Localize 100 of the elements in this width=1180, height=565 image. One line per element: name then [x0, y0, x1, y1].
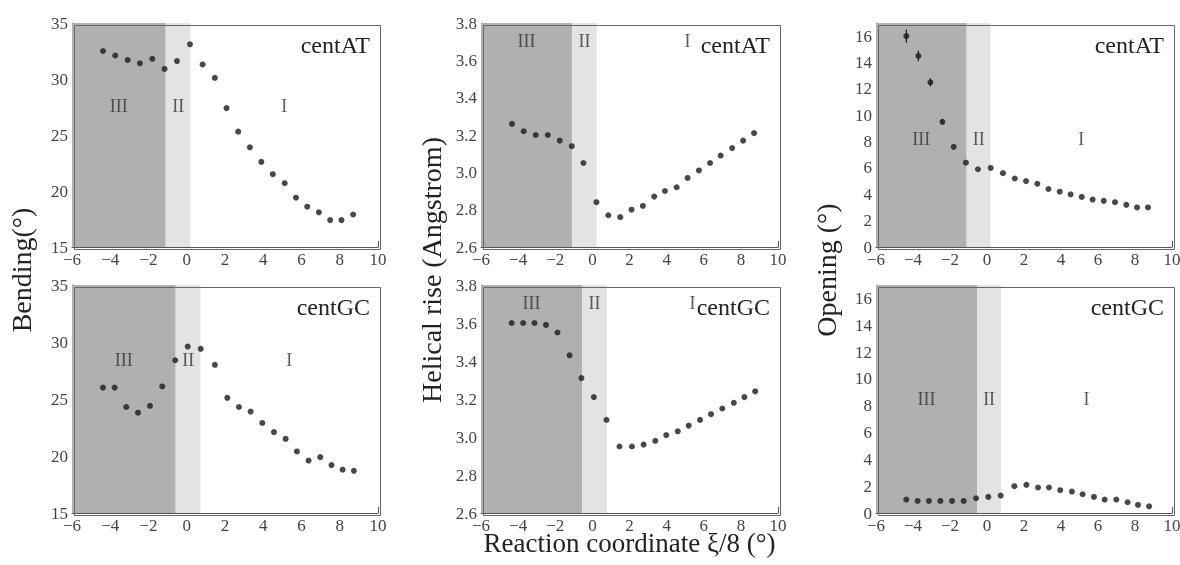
point	[1134, 501, 1141, 508]
point	[973, 495, 980, 502]
point	[673, 184, 680, 191]
point	[1089, 196, 1096, 203]
y-tick-label: 30	[51, 332, 68, 352]
y-tick-label: 14	[855, 53, 873, 73]
band-label: III	[517, 30, 536, 51]
y-tick-label: 4	[863, 184, 873, 204]
x-tick-label: 6	[297, 250, 306, 269]
y-tick-label: 6	[863, 158, 872, 178]
point	[605, 212, 612, 219]
point	[136, 60, 143, 67]
point	[1078, 193, 1085, 200]
point	[1045, 484, 1052, 491]
point	[270, 429, 277, 436]
x-tick-label: 0	[182, 250, 191, 269]
point	[578, 375, 585, 382]
point	[259, 419, 266, 426]
x-tick-label: 2	[625, 250, 634, 269]
band-label: III	[522, 293, 541, 314]
point	[741, 394, 748, 401]
x-tick-label: 10	[1163, 516, 1180, 535]
point	[695, 167, 702, 174]
point	[134, 409, 141, 416]
point	[1035, 484, 1042, 491]
band-label: II	[983, 389, 996, 409]
point	[937, 497, 944, 504]
x-tick-label: 6	[1093, 250, 1103, 269]
point	[566, 352, 573, 359]
x-tick-label: 6	[699, 250, 708, 269]
point	[1056, 188, 1063, 195]
point	[1011, 483, 1018, 490]
y-axis-title: Opening (°)	[811, 203, 843, 337]
y-tick-label: 15	[51, 503, 68, 523]
point	[554, 329, 561, 336]
y-tick-label: 16	[855, 26, 872, 46]
x-tick-label: −4	[903, 516, 923, 535]
point	[1100, 197, 1107, 204]
y-tick-label: 3.6	[455, 50, 477, 70]
x-tick-label: −4	[509, 516, 528, 535]
x-tick-label: 8	[1130, 250, 1140, 269]
x-tick-label: 2	[1019, 250, 1029, 269]
point	[1023, 178, 1030, 185]
point	[708, 411, 714, 418]
x-tick-label: 0	[982, 516, 992, 535]
y-tick-label: 3.8	[455, 275, 477, 295]
y-tick-label: 20	[51, 446, 68, 466]
x-tick-label: −2	[940, 516, 960, 535]
point	[112, 52, 119, 59]
point	[1101, 496, 1108, 503]
point	[1124, 499, 1131, 506]
x-tick-label: −2	[940, 250, 960, 269]
x-tick-label: 10	[769, 250, 787, 269]
point	[149, 55, 156, 62]
x-tick-label: 2	[220, 250, 230, 269]
y-tick-label: 3.2	[455, 125, 477, 145]
point	[508, 320, 515, 326]
x-tick-label: 6	[699, 516, 708, 535]
point	[617, 214, 624, 221]
y-tick-label: 3.0	[455, 427, 477, 447]
point	[751, 130, 758, 137]
point	[174, 58, 180, 65]
x-tick-label: 8	[1130, 516, 1140, 535]
point	[111, 384, 118, 391]
point	[556, 137, 563, 144]
point	[707, 160, 714, 166]
point	[590, 394, 597, 401]
point	[282, 435, 289, 442]
point	[246, 144, 253, 151]
band-label: III	[917, 389, 936, 409]
point	[987, 164, 994, 171]
point	[651, 193, 658, 200]
point	[350, 211, 357, 218]
point	[1034, 180, 1041, 187]
point	[717, 152, 724, 159]
y-tick-label: 4	[863, 449, 873, 469]
annotation: centGC	[1090, 294, 1164, 320]
band-label: III	[109, 95, 128, 116]
point	[542, 321, 549, 328]
y-axis-title: Helical rise (Angstrom)	[416, 137, 448, 403]
band-label: I	[281, 95, 288, 116]
point	[914, 497, 921, 504]
point	[520, 320, 527, 326]
y-tick-label: 2.8	[455, 465, 477, 485]
point	[640, 441, 647, 448]
y-tick-label: 12	[855, 342, 872, 362]
point	[1112, 199, 1119, 206]
band-label: II	[182, 350, 195, 371]
band-label: II	[972, 129, 985, 150]
point	[315, 209, 322, 216]
point	[147, 402, 154, 409]
point	[684, 174, 691, 181]
point	[317, 454, 324, 461]
y-tick-label: 35	[51, 13, 68, 33]
point	[235, 128, 242, 135]
point	[1134, 204, 1141, 211]
x-tick-label: −4	[509, 250, 528, 269]
point	[327, 217, 334, 224]
point	[663, 432, 670, 439]
point	[1011, 175, 1018, 182]
